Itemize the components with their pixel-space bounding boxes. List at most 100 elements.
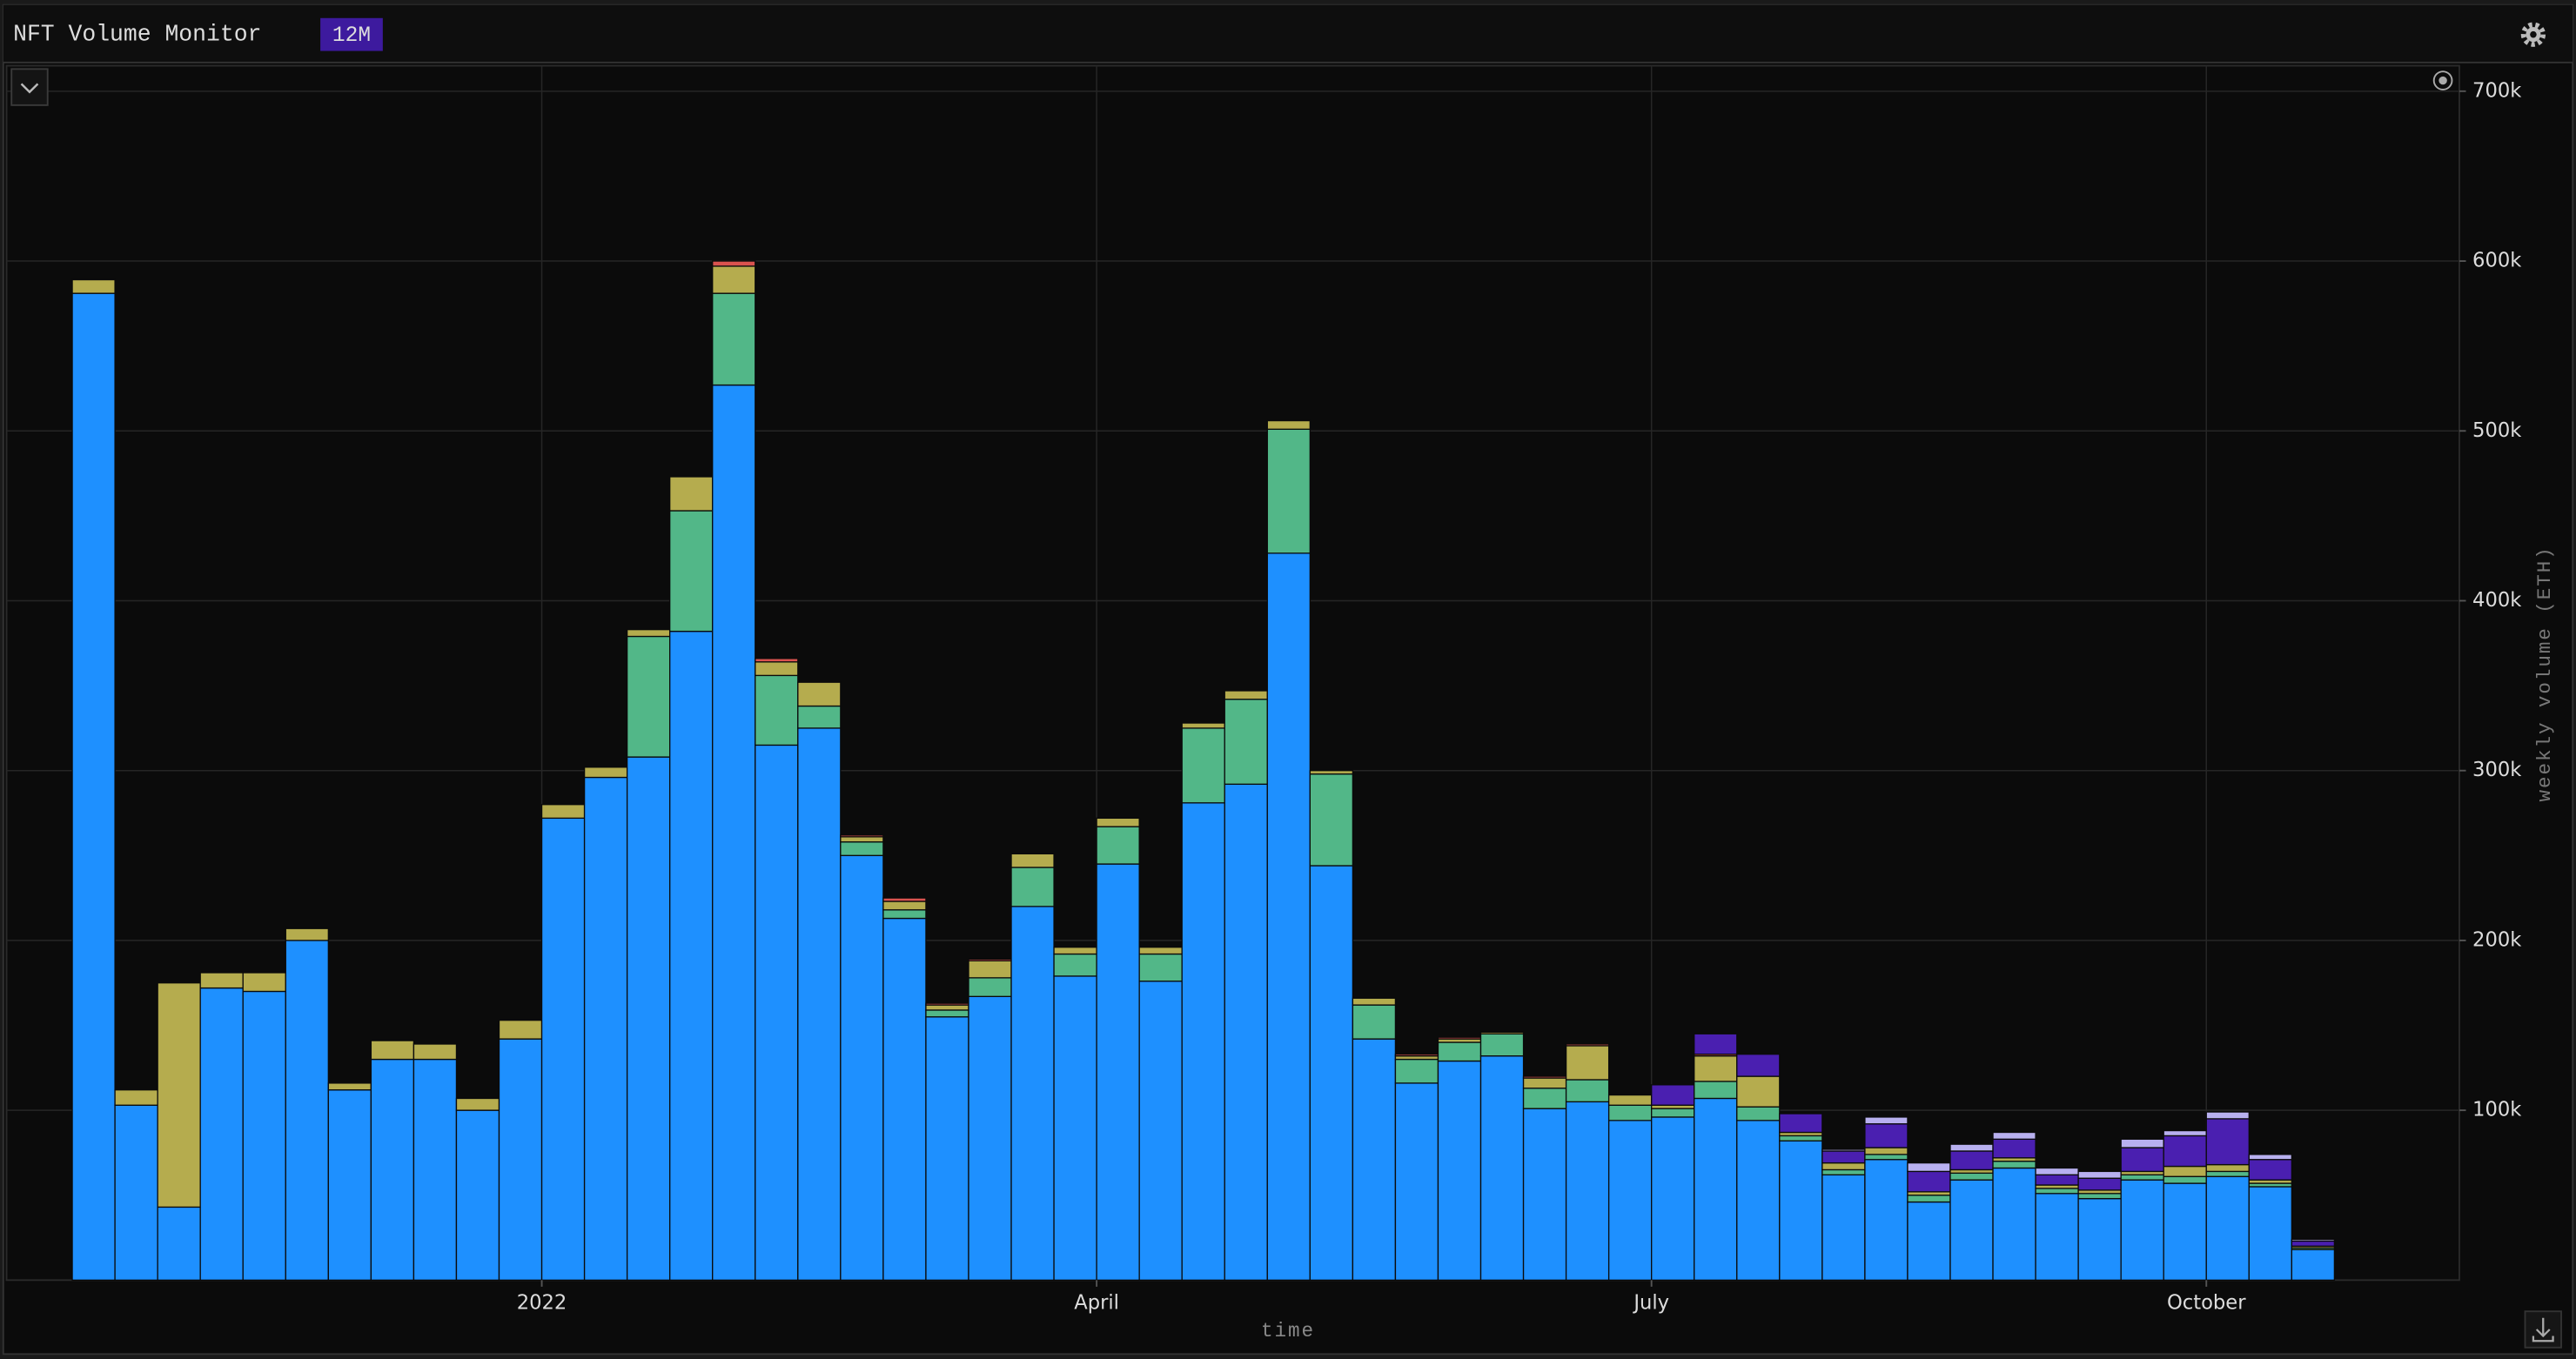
bar-segment bbox=[669, 630, 714, 1282]
bar-segment bbox=[2163, 1165, 2207, 1177]
bar-segment bbox=[1352, 997, 1397, 1006]
bar-segment bbox=[1224, 783, 1268, 1282]
bar-segment bbox=[1394, 1082, 1439, 1282]
bar-segment bbox=[882, 900, 927, 911]
bar-segment bbox=[2035, 1193, 2079, 1282]
bar-segment bbox=[1010, 853, 1055, 868]
bar-segment bbox=[1181, 727, 1225, 804]
bar-segment bbox=[1138, 953, 1183, 982]
bar-segment bbox=[1266, 552, 1311, 1282]
bar-segment bbox=[157, 982, 201, 1208]
bar-segment bbox=[1907, 1162, 1951, 1173]
bar-segment bbox=[712, 384, 756, 1282]
focus-ring bbox=[2432, 70, 2453, 90]
gear-teeth bbox=[2520, 22, 2546, 47]
bar-segment bbox=[968, 958, 1012, 961]
range-badge[interactable] bbox=[320, 17, 383, 51]
bar-segment bbox=[1864, 1159, 1909, 1282]
bar-segment bbox=[2120, 1174, 2164, 1181]
bar-segment bbox=[583, 776, 628, 1282]
bar-segment bbox=[2120, 1147, 2164, 1173]
bar-segment bbox=[71, 292, 116, 1282]
bar-segment bbox=[1224, 690, 1268, 700]
bar-segment bbox=[1309, 865, 1354, 1282]
bar-segment bbox=[755, 658, 799, 663]
bar-segment bbox=[925, 1002, 969, 1006]
bar-segment bbox=[2163, 1182, 2207, 1282]
x-tick-label: April bbox=[1074, 1291, 1119, 1314]
bar-segment bbox=[327, 1082, 372, 1091]
bar-segment bbox=[797, 705, 842, 729]
bar-segment bbox=[1522, 1108, 1567, 1282]
header-bar bbox=[3, 4, 2573, 63]
range-label[interactable]: 12M bbox=[332, 24, 371, 48]
bar-segment bbox=[1053, 953, 1097, 977]
bar-segment bbox=[114, 1089, 158, 1106]
bar-segment bbox=[455, 1097, 500, 1111]
y-axis-title: weekly volume (ETH) bbox=[2533, 546, 2556, 801]
chevron-icon bbox=[20, 83, 39, 94]
collapse-button[interactable] bbox=[10, 68, 49, 106]
download-icon[interactable] bbox=[2524, 1310, 2562, 1349]
bar-segment bbox=[1479, 1033, 1525, 1057]
bar-segment bbox=[2035, 1174, 2079, 1186]
bar-segment bbox=[626, 629, 671, 638]
bar-segment bbox=[2077, 1193, 2122, 1200]
y-tick-label: 600k bbox=[2472, 250, 2522, 272]
y-tick-label: 400k bbox=[2472, 589, 2522, 612]
bar-segment bbox=[71, 278, 116, 294]
bar-segment bbox=[2163, 1175, 2207, 1184]
bars bbox=[71, 260, 2336, 1282]
bar-segment bbox=[2077, 1177, 2122, 1191]
bar-segment bbox=[327, 1089, 372, 1282]
bar-segment bbox=[1736, 1106, 1781, 1121]
bar-segment bbox=[2205, 1163, 2250, 1173]
bar-segment bbox=[755, 674, 799, 746]
settings-icon[interactable] bbox=[2520, 22, 2546, 47]
bar-segment bbox=[840, 854, 884, 1282]
bar-segment bbox=[1907, 1195, 1951, 1203]
bar-segment bbox=[1694, 1054, 1738, 1082]
bar-segment bbox=[2120, 1138, 2164, 1148]
bar-segment bbox=[2077, 1170, 2122, 1179]
bar-segment bbox=[1565, 1101, 1610, 1282]
bar-segment bbox=[2077, 1197, 2122, 1282]
bar-segment bbox=[1607, 1094, 1653, 1106]
bar-segment bbox=[2163, 1129, 2207, 1137]
bar-segment bbox=[755, 661, 799, 677]
bar-segment bbox=[2205, 1111, 2250, 1120]
bar-segment bbox=[1352, 1004, 1397, 1040]
bar-segment bbox=[2120, 1179, 2164, 1282]
bar-segment bbox=[797, 681, 842, 707]
bar-segment bbox=[1138, 981, 1183, 1282]
bar-segment bbox=[413, 1043, 458, 1061]
focus-dot bbox=[2438, 76, 2447, 85]
bar-segment bbox=[1266, 428, 1311, 554]
bar-segment bbox=[840, 841, 884, 856]
bar-segment bbox=[1309, 773, 1354, 867]
bar-segment bbox=[1864, 1154, 1909, 1161]
bar-segment bbox=[1651, 1084, 1695, 1106]
bar-segment bbox=[2248, 1159, 2293, 1181]
bar-segment bbox=[882, 897, 927, 902]
bar-segment bbox=[1821, 1162, 1866, 1171]
bar-segment bbox=[1992, 1131, 2036, 1140]
bar-segment bbox=[1992, 1167, 2036, 1282]
bar-segment bbox=[2291, 1238, 2336, 1242]
focus-icon[interactable] bbox=[2432, 70, 2453, 90]
bar-segment bbox=[498, 1038, 543, 1282]
bar-segment bbox=[1479, 1031, 1525, 1034]
bar-segment bbox=[968, 977, 1012, 997]
bar-segment bbox=[840, 836, 884, 843]
bar-segment bbox=[1053, 947, 1097, 955]
bar-segment bbox=[1949, 1179, 1994, 1282]
bar-segment bbox=[1522, 1075, 1567, 1079]
bar-segment bbox=[755, 744, 799, 1282]
bar-segment bbox=[2205, 1118, 2250, 1166]
bar-segment bbox=[2163, 1135, 2207, 1168]
bar-segment bbox=[1010, 906, 1055, 1282]
bar-segment bbox=[882, 917, 927, 1282]
bar-segment bbox=[1694, 1097, 1738, 1282]
